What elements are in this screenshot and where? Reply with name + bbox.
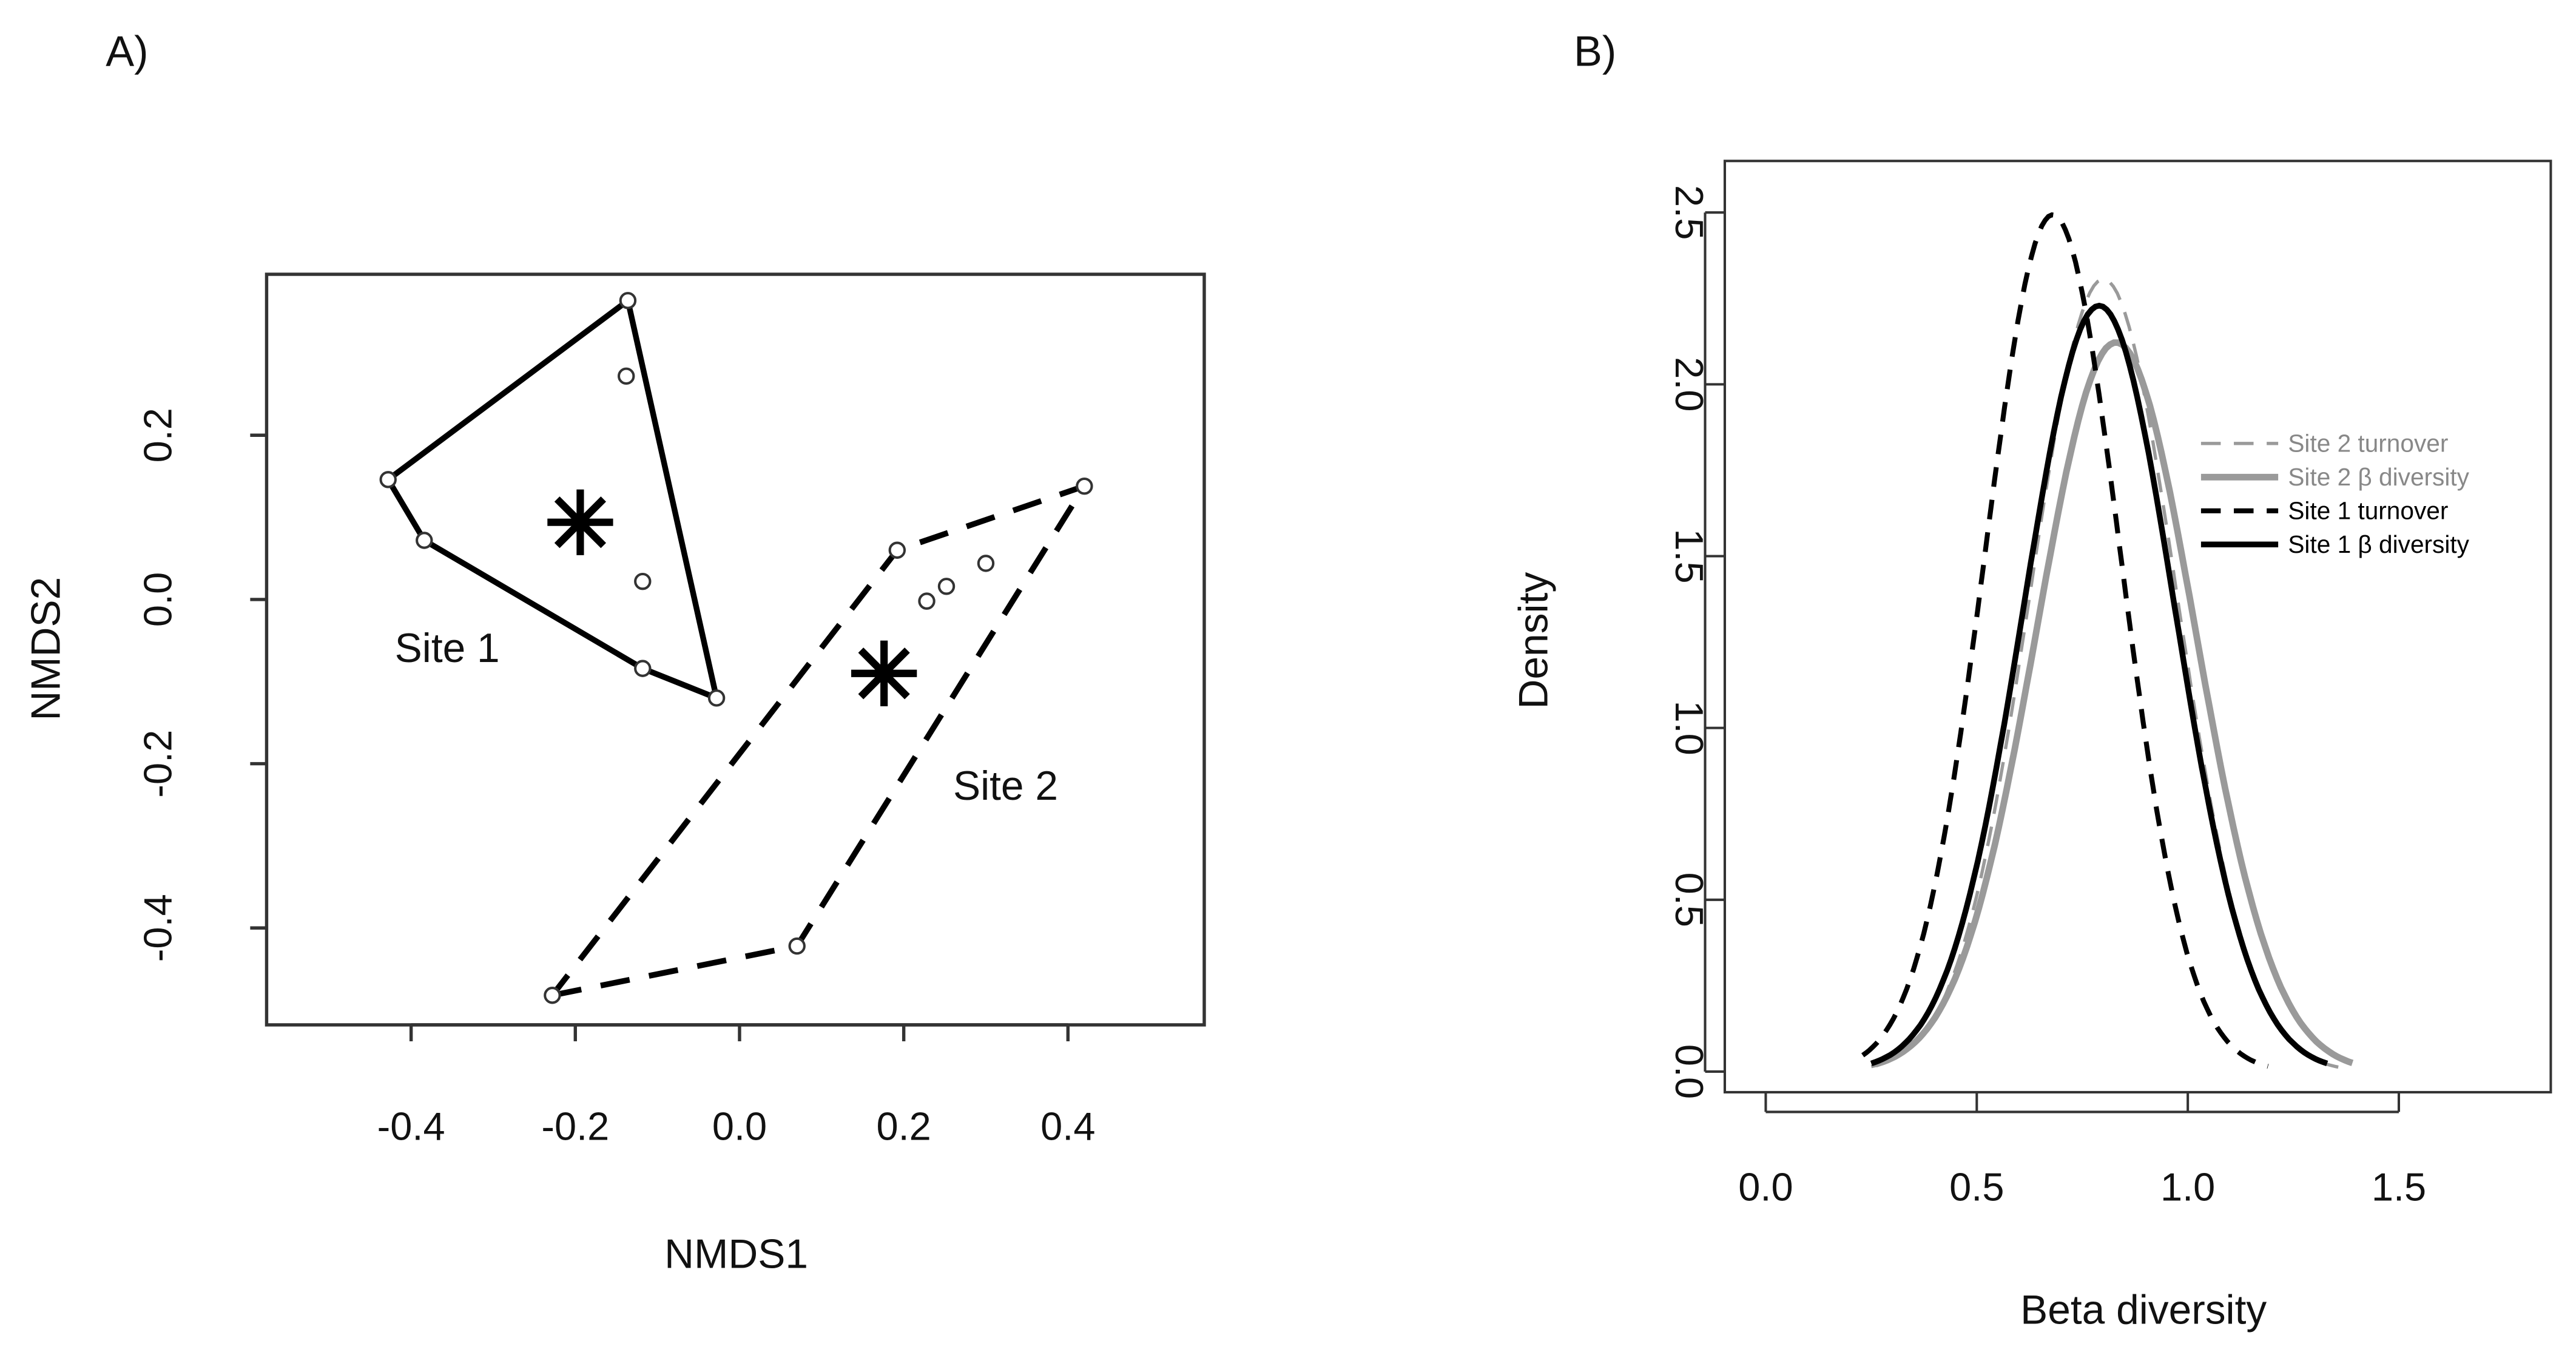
x-tick-label: -0.4 bbox=[377, 1104, 445, 1148]
y-tick-label: -0.2 bbox=[135, 730, 180, 798]
sample-point bbox=[634, 660, 652, 677]
centroid-asterisk bbox=[851, 640, 917, 706]
sample-point bbox=[788, 937, 806, 955]
x-tick-label: 1.5 bbox=[2372, 1165, 2426, 1209]
panel-b-label: B) bbox=[1574, 27, 1616, 75]
sample-point bbox=[977, 555, 995, 572]
sample-point bbox=[416, 532, 433, 549]
asterisk-stroke bbox=[858, 647, 910, 700]
hull-1 bbox=[385, 297, 720, 701]
sample-point bbox=[707, 689, 726, 707]
x-tick-label: -0.2 bbox=[541, 1104, 609, 1148]
panel-a-plot: -0.4 -0.2 0.0 0.2 0.4 -0.4 -0.2 0.0 0.2 Site 1 Sit… bbox=[135, 272, 1206, 1148]
sample-point bbox=[619, 292, 637, 309]
panel-b-ylabel: Density bbox=[1511, 572, 1557, 709]
sample-point bbox=[379, 471, 397, 488]
panel-a-ylabel: NMDS2 bbox=[23, 577, 69, 721]
sample-point bbox=[937, 578, 956, 595]
legend-label: Site 1 β diversity bbox=[2288, 530, 2469, 558]
y-tick-label: -0.4 bbox=[135, 894, 180, 962]
sample-point bbox=[618, 367, 635, 385]
group-label: Site 1 bbox=[395, 626, 500, 671]
hull-2 bbox=[549, 483, 1088, 998]
panel-a-xlabel: NMDS1 bbox=[664, 1232, 808, 1277]
legend-label: Site 2 turnover bbox=[2288, 429, 2448, 457]
sample-point bbox=[918, 592, 936, 610]
x-tick-label: 0.4 bbox=[1040, 1104, 1095, 1148]
sample-point bbox=[634, 572, 652, 590]
density-curve-2 bbox=[1874, 339, 2354, 1068]
density-curve-4 bbox=[1870, 302, 2328, 1067]
group-label: Site 2 bbox=[953, 763, 1058, 809]
centroid-asterisk bbox=[547, 489, 613, 555]
density-curve-3 bbox=[1861, 212, 2269, 1069]
x-tick-label: 0.5 bbox=[1949, 1165, 2004, 1209]
sample-point bbox=[888, 541, 906, 559]
legend-label: Site 2 β diversity bbox=[2288, 463, 2469, 491]
x-tick-label: 0.0 bbox=[712, 1104, 767, 1148]
legend-label: Site 1 turnover bbox=[2288, 496, 2448, 524]
x-tick-label: 1.0 bbox=[2160, 1165, 2215, 1209]
sample-point bbox=[1076, 477, 1093, 495]
y-tick-label: 0.2 bbox=[135, 408, 180, 462]
x-tick-label: 0.0 bbox=[1738, 1165, 1793, 1209]
panel-a-label: A) bbox=[106, 27, 148, 75]
x-tick-label: 0.2 bbox=[876, 1104, 931, 1148]
y-tick-label: 0.0 bbox=[135, 572, 180, 627]
asterisk-stroke bbox=[554, 496, 607, 549]
panel-b-xlabel: Beta diversity bbox=[2020, 1288, 2267, 1333]
plot-frame bbox=[1723, 160, 2552, 1093]
sample-point bbox=[544, 987, 561, 1004]
